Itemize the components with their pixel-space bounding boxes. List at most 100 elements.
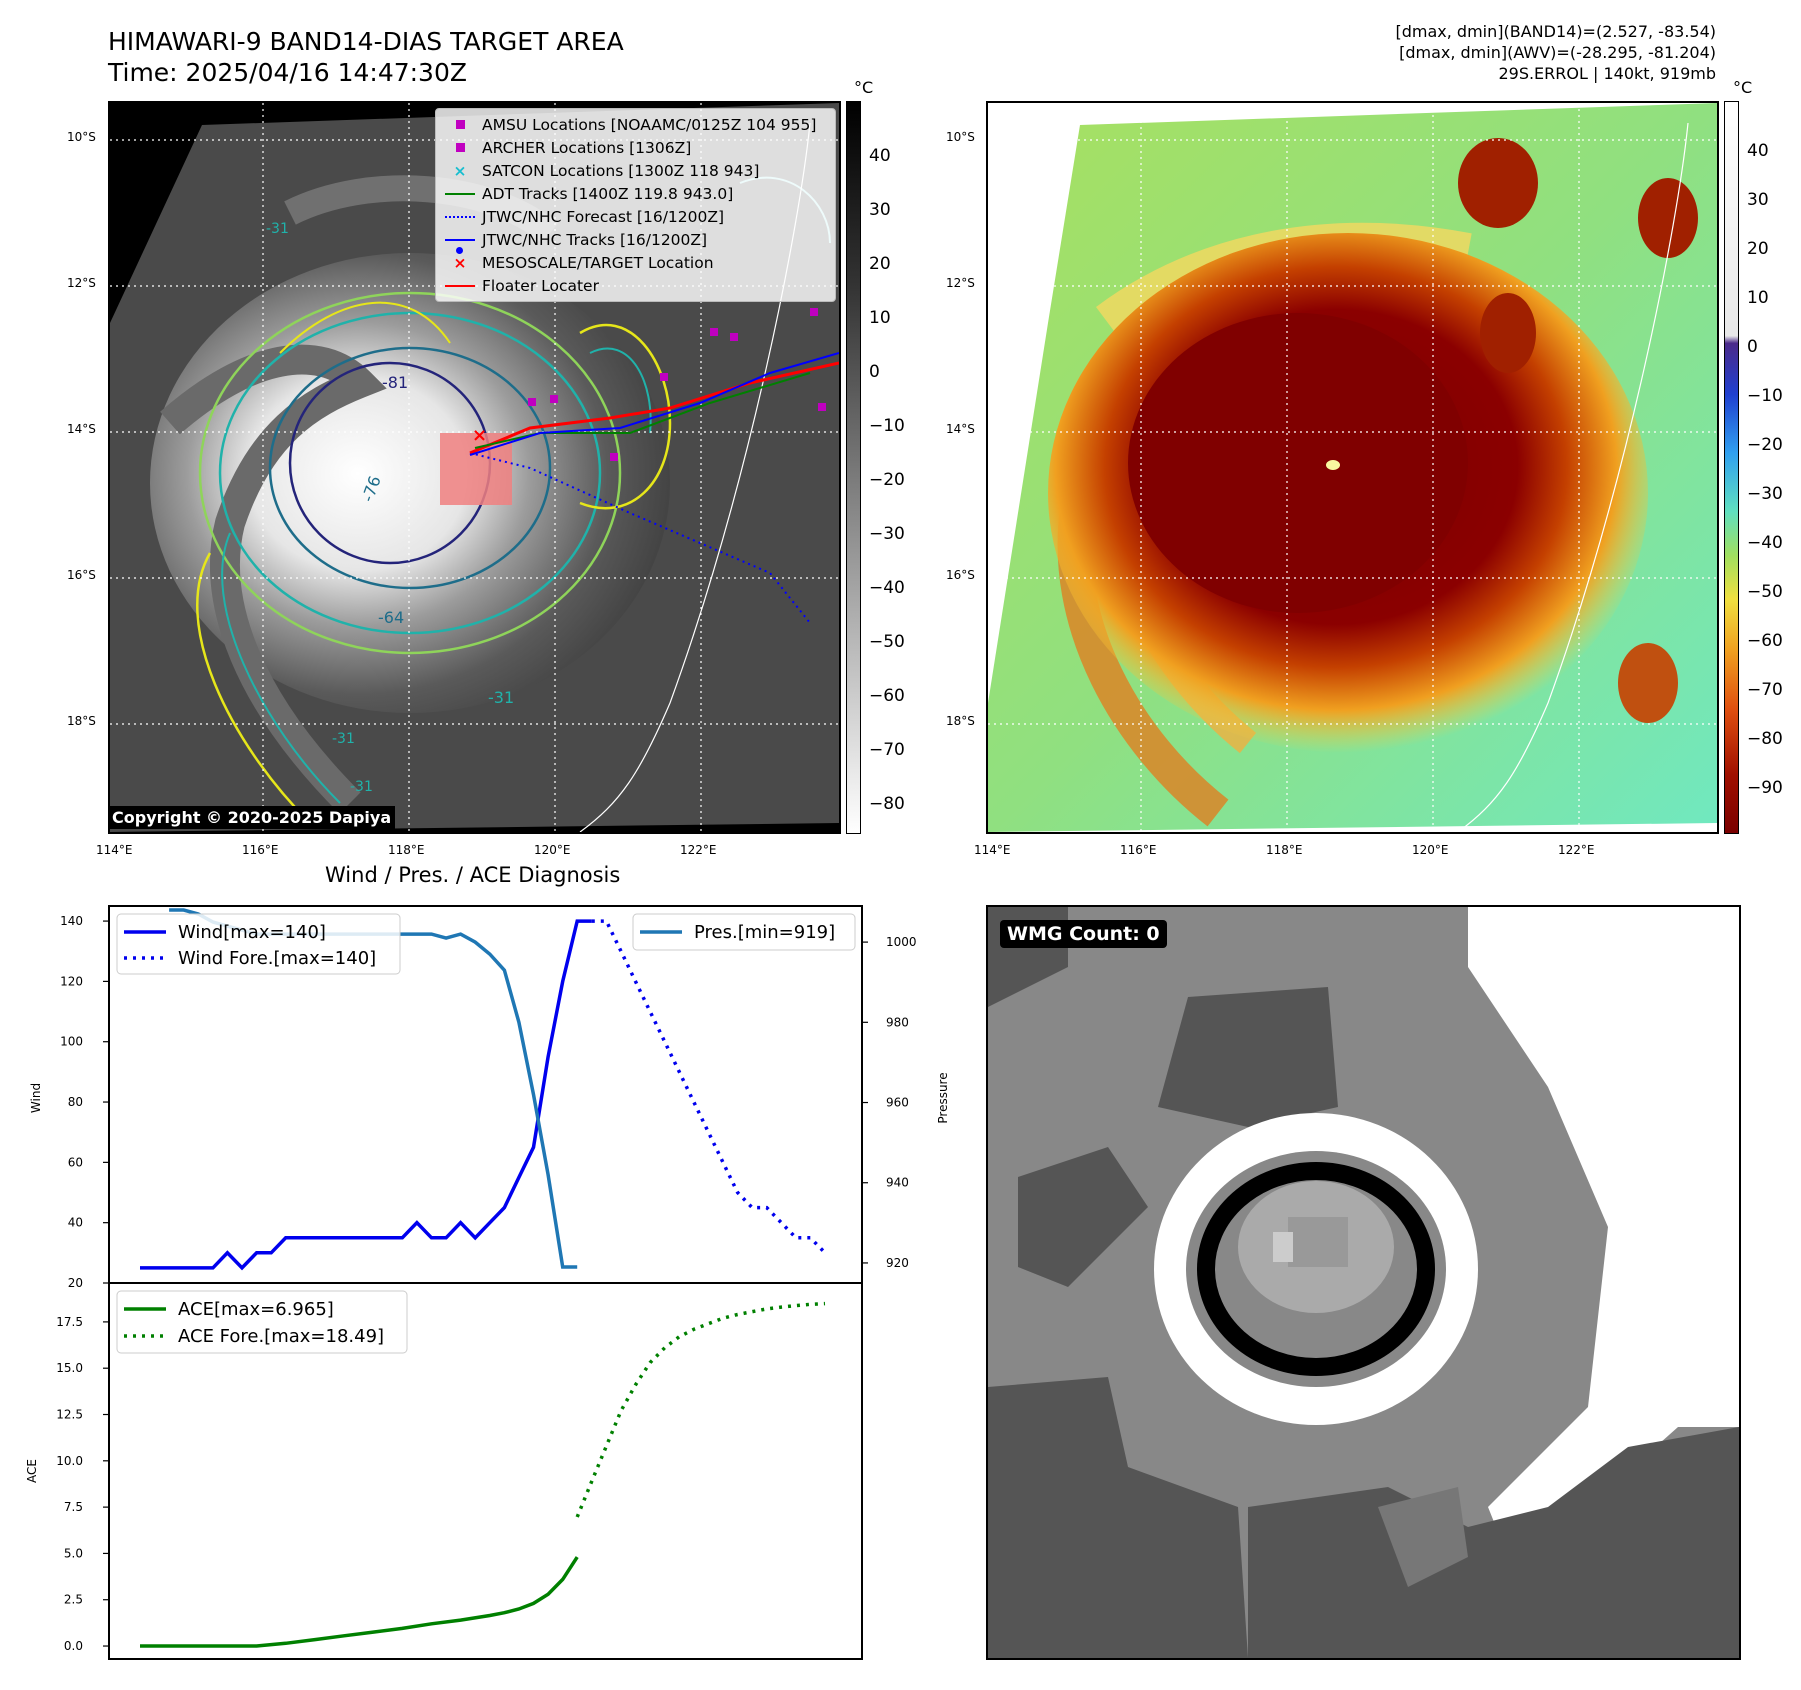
legend-item-floater: Floater Locater [438,274,833,297]
contour-label: -31 [350,779,373,795]
colorbar-color-tick: −70 [1747,680,1783,700]
colorbar-gray-tick: 0 [869,362,880,382]
pressure-tick: 1000 [886,935,917,949]
ace-tick: 17.5 [56,1315,83,1329]
target-x-marker: × [472,425,487,446]
pressure-tick: 920 [886,1256,909,1270]
diagnosis-title: Wind / Pres. / ACE Diagnosis [325,863,621,887]
wmg-panel [986,905,1741,1660]
wind-tick: 40 [68,1216,83,1230]
colorbar-gray [846,101,861,834]
lat-label: 12°S [67,276,96,290]
colorbar-color-tick: −50 [1747,582,1783,602]
diagnosis-chart: 140 120 100 80 60 40 20 1000 980 960 940 920 17.5 1… [25,905,950,1660]
colorbar-color-tick: 30 [1747,190,1769,210]
amsu-archer-locations [528,308,826,461]
wmg-count-badge: WMG Count: 0 [1000,920,1167,948]
lon-label: 118°E [1266,843,1303,857]
lon-label: 114°E [96,843,133,857]
colorbar-gray-tick: −40 [869,578,905,598]
wind-forecast-line [591,919,827,1255]
lat-label: 14°S [67,422,96,436]
ace-tick: 10.0 [56,1454,83,1468]
eye-marker [1326,460,1340,470]
lat-label: 16°S [946,568,975,582]
legend-wind-fore: Wind Fore.[max=140] [178,948,376,969]
legend-item-target: × MESOSCALE/TARGET Location [453,253,714,272]
ace-series-line [140,1556,579,1648]
colorbar-gray-tick: −50 [869,632,905,652]
contour-label: -31 [332,731,355,747]
wind-tick: 140 [60,914,83,928]
colorbar-color-tick: 0 [1747,337,1758,357]
wind-tick: 20 [68,1276,83,1290]
lat-label: 12°S [946,276,975,290]
ace-tick: 7.5 [64,1500,83,1514]
ace-panel-frame [108,1282,863,1660]
colorbar-gray-tick: −80 [869,794,905,814]
awv-range: [dmax, dmin](AWV)=(-28.295, -81.204) [1399,43,1716,62]
copyright-label: Copyright © 2020-2025 Dapiya [108,806,396,829]
colorbar-color [1724,101,1739,834]
colorbar-color-tick: −20 [1747,435,1783,455]
lon-label: 122°E [1558,843,1595,857]
colorbar-color-tick: −80 [1747,729,1783,749]
storm-id: 29S.ERROL | 140kt, 919mb [1498,64,1716,83]
legend-pres: Pres.[min=919] [694,922,835,943]
ace-tick: 2.5 [64,1593,83,1607]
wind-tick: 80 [68,1095,83,1109]
colorbar-gray-unit: °C [854,78,874,97]
colorbar-gray-tick: −20 [869,470,905,490]
lon-label: 122°E [680,843,717,857]
contour-label: -31 [266,221,289,237]
colorbar-color-tick: 20 [1747,239,1769,259]
colorbar-color-unit: °C [1733,78,1753,97]
colorbar-color-tick: −60 [1747,631,1783,651]
wind-series-line [140,919,592,1271]
contour-label: -64 [378,608,404,627]
legend-wind: Wind[max=140] [178,922,326,943]
pressure-axis-label: Pressure [936,1072,950,1123]
legend-item-adt: ADT Tracks [1400Z 119.8 943.0] [438,182,833,205]
pressure-tick: 940 [886,1176,909,1190]
wind-tick: 60 [68,1155,83,1169]
lon-label: 116°E [1120,843,1157,857]
legend-ace-fore: ACE Fore.[max=18.49] [178,1326,384,1347]
ace-forecast-line [575,1301,826,1518]
colorbar-gray-tick: −70 [869,740,905,760]
band14-range: [dmax, dmin](BAND14)=(2.527, -83.54) [1395,22,1717,41]
title-line-1: HIMAWARI-9 BAND14-DIAS TARGET AREA [108,27,624,56]
wind-tick: 120 [60,974,83,988]
pressure-tick: 980 [886,1015,909,1029]
legend-item-archer: ARCHER Locations [1306Z] [438,136,833,159]
lon-label: 114°E [974,843,1011,857]
figure-title: HIMAWARI-9 BAND14-DIAS TARGET AREA Time:… [108,26,624,88]
storm-info: [dmax, dmin](BAND14)=(2.527, -83.54) [dm… [1396,21,1717,84]
title-line-2: Time: 2025/04/16 14:47:30Z [108,58,467,87]
floater-track [469,361,839,455]
lon-label: 120°E [1412,843,1449,857]
lat-label: 14°S [946,422,975,436]
legend-ace: ACE[max=6.965] [178,1299,334,1320]
wind-axis-label: Wind [29,1083,43,1113]
ace-tick: 5.0 [64,1546,83,1560]
lat-label: 16°S [67,568,96,582]
lat-label: 18°S [946,714,975,728]
colorbar-gray-tick: −60 [869,686,905,706]
adt-track [474,372,811,449]
lon-label: 120°E [534,843,571,857]
ir-color-map [986,101,1719,834]
colorbar-gray-tick: 40 [869,146,891,166]
colorbar-gray-tick: 10 [869,308,891,328]
ace-tick: 15.0 [56,1361,83,1375]
ace-legend [116,1290,408,1354]
colorbar-gray-tick: 30 [869,200,891,220]
legend-item-satcon: × SATCON Locations [1300Z 118 943] [453,161,760,180]
colorbar-color-tick: −40 [1747,533,1783,553]
colorbar-gray-tick: −10 [869,416,905,436]
contour-label: -31 [488,688,514,707]
legend-item-jtwc-forecast: JTWC/NHC Forecast [16/1200Z] [438,205,833,228]
lat-label: 18°S [67,714,96,728]
legend-item-amsu: AMSU Locations [NOAAMC/0125Z 104 955] [438,113,833,136]
wind-tick: 100 [60,1035,83,1049]
